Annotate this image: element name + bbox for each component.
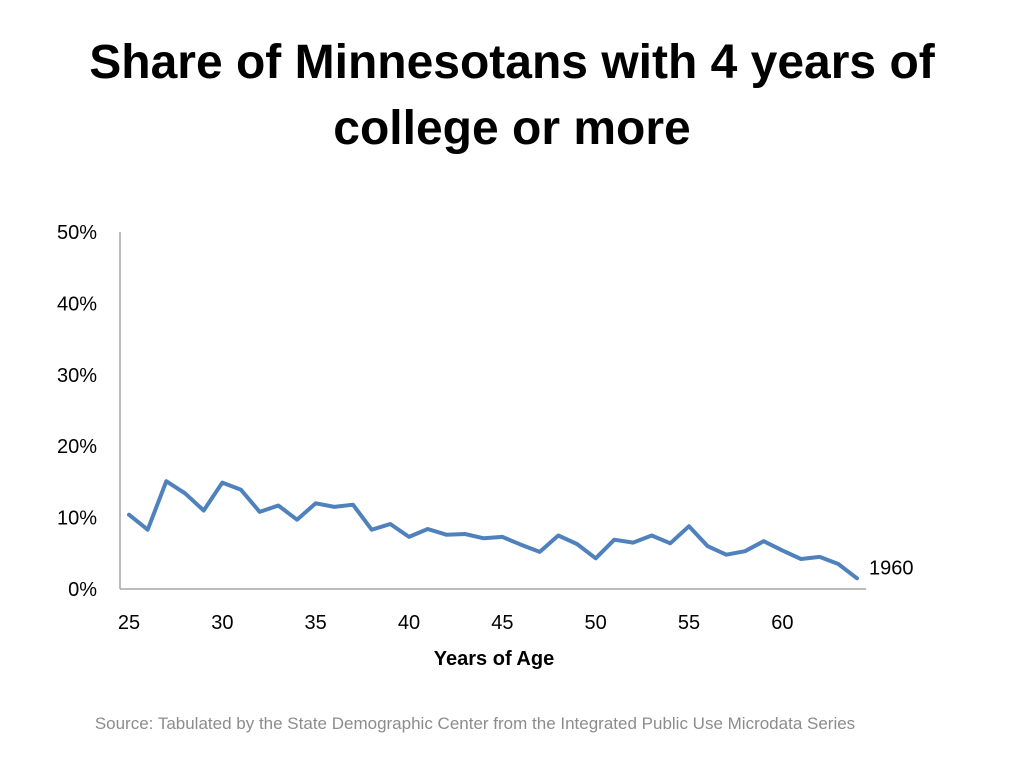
y-tick-label: 0%	[68, 579, 97, 601]
x-tick-label: 60	[771, 612, 793, 634]
series-label-1960: 1960	[869, 557, 914, 579]
x-tick-label: 55	[678, 612, 700, 634]
y-tick-label: 30%	[57, 365, 97, 387]
y-tick-label: 50%	[57, 222, 97, 244]
y-tick-label: 20%	[57, 436, 97, 458]
line-chart: 0%10%20%30%40%50% 25 30 35 40 45 50 55 60 1960 …	[57, 222, 914, 670]
x-tick-label: 25	[118, 612, 140, 634]
x-axis-title: Years of Age	[434, 648, 554, 670]
y-tick-label: 40%	[57, 293, 97, 315]
x-tick-label: 45	[491, 612, 513, 634]
x-tick-label: 50	[585, 612, 607, 634]
chart-title: Share of Minnesotans with 4 years of col…	[89, 36, 935, 155]
series-line-1960	[127, 479, 859, 581]
y-tick-label: 10%	[57, 508, 97, 530]
x-tick-label: 35	[305, 612, 327, 634]
y-axis-ticks: 0% 10% 20% 30% 40% 50%	[57, 222, 97, 601]
x-axis-ticks: 25 30 35 40 45 50 55 60	[118, 612, 794, 634]
x-tick-label: 30	[211, 612, 233, 634]
source-note: Source: Tabulated by the State Demograph…	[94, 714, 856, 733]
x-tick-label: 40	[398, 612, 420, 634]
